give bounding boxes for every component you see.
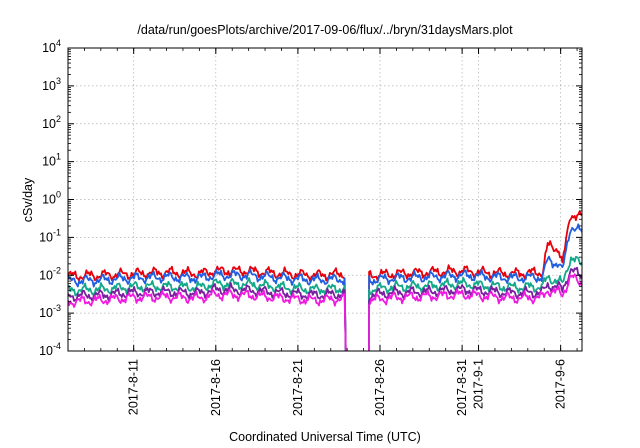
series-line-5 xyxy=(68,273,582,351)
x-tick-label: 2017-8-26 xyxy=(373,359,387,416)
x-axis: 2017-8-11 2017-8-16 2017-8-21 2017-8-26 2017… xyxy=(67,48,578,416)
series-group xyxy=(68,210,582,351)
y-axis: 10-4 10-3 10-2 10-1 100 101 102 103 104 xyxy=(39,38,582,358)
y-tick-label: 10-4 xyxy=(39,341,61,358)
x-tick-label: 2017-8-11 xyxy=(127,359,141,415)
y-tick-label: 101 xyxy=(42,152,61,169)
grid-lines xyxy=(68,47,582,352)
y-axis-label: cSv/day xyxy=(21,177,35,222)
x-tick-label: 2017-9-1 xyxy=(472,359,486,409)
y-tick-label: 100 xyxy=(42,190,61,207)
y-tick-label: 10-1 xyxy=(39,227,61,244)
series-line-3 xyxy=(68,255,582,351)
y-tick-label: 10-2 xyxy=(39,265,61,282)
x-axis-label: Coordinated Universal Time (UTC) xyxy=(229,430,421,444)
x-tick-label: 2017-8-16 xyxy=(209,359,223,416)
x-tick-label: 2017-9-6 xyxy=(554,359,568,409)
y-tick-label: 103 xyxy=(42,76,61,93)
x-tick-label: 2017-8-31 xyxy=(455,359,469,416)
x-tick-label: 2017-8-21 xyxy=(291,359,305,416)
y-tick-label: 10-3 xyxy=(39,303,61,320)
y-tick-label: 102 xyxy=(42,114,61,131)
chart-title: /data/run/goesPlots/archive/2017-09-06/f… xyxy=(137,23,513,37)
series-line-2 xyxy=(68,223,582,351)
y-tick-label: 104 xyxy=(42,38,61,55)
